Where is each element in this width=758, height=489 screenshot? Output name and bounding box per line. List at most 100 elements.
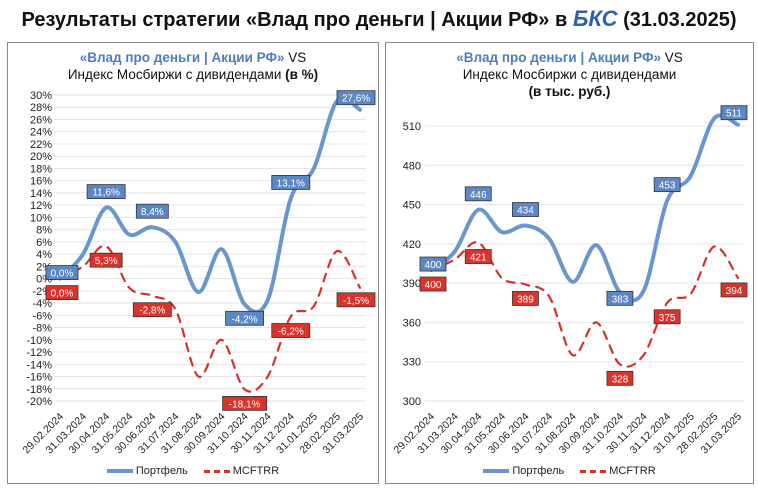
index-data-label-box: [653, 309, 681, 325]
y-tick-label: -10%: [26, 335, 52, 347]
value-chart-svg: 51048045042039036033030029.02.202431.03.…: [391, 105, 748, 456]
chart-legend: Портфель MCFTRR: [8, 465, 378, 477]
y-tick-label: 14%: [30, 188, 52, 200]
index-data-label-box: [464, 249, 492, 264]
chart-title-strategy: «Влад про деньги | Акции РФ»: [79, 50, 285, 65]
index-data-label-box: [271, 323, 311, 338]
y-tick-label: 4%: [36, 249, 52, 261]
portfolio-data-label-box: [135, 203, 169, 219]
page-title: Результаты стратегии «Влад про деньги | …: [0, 6, 758, 32]
y-tick-label: 8%: [36, 225, 52, 237]
portfolio-data-label-box: [419, 256, 447, 272]
title-date: (31.03.2025): [617, 9, 737, 31]
y-tick-label: -8%: [32, 323, 52, 335]
y-tick-label: 330: [403, 357, 421, 369]
chart-title: «Влад про деньги | Акции РФ» VS Индекс М…: [386, 49, 753, 100]
legend-portfolio: Портфель: [512, 465, 565, 477]
chart-title: «Влад про деньги | Акции РФ» VS Индекс М…: [8, 49, 378, 83]
index-data-label: 394: [726, 286, 743, 297]
portfolio-data-label-box: [86, 184, 126, 200]
y-tick-label: 12%: [30, 200, 52, 212]
y-tick-label: 510: [403, 121, 421, 133]
y-tick-label: -12%: [26, 347, 52, 359]
chart-legend: Портфель MCFTRR: [386, 465, 753, 477]
chart-title-vs: VS: [661, 50, 683, 65]
chart-title-index: Индекс Мосбиржи с дивидендами: [67, 67, 286, 82]
y-tick-label: 360: [403, 317, 421, 329]
index-data-label: -18,1%: [229, 399, 261, 410]
portfolio-data-label-box: [271, 175, 311, 190]
portfolio-data-label: 446: [470, 190, 487, 201]
portfolio-data-label: 11,6%: [92, 188, 120, 199]
chart-title-unit: (в тыс. руб.): [528, 84, 611, 99]
percent-chart-panel: «Влад про деньги | Акции РФ» VS Индекс М…: [7, 42, 379, 484]
y-tick-label: 24%: [30, 127, 52, 139]
y-tick-label: -6%: [32, 310, 52, 322]
y-tick-label: 10%: [30, 212, 52, 224]
index-data-label: 375: [659, 313, 676, 324]
y-tick-label: 420: [403, 239, 421, 251]
portfolio-data-label: 400: [425, 260, 442, 271]
index-data-label-box: [606, 370, 634, 386]
index-data-label: 389: [517, 294, 534, 305]
portfolio-data-label: 27,6%: [342, 94, 370, 105]
y-tick-label: 16%: [30, 176, 52, 188]
legend-portfolio-swatch: [106, 469, 133, 473]
portfolio-data-label-box: [720, 105, 748, 121]
index-data-label-box: [132, 302, 172, 318]
portfolio-data-label-box: [464, 186, 492, 202]
portfolio-data-label: 511: [726, 109, 742, 120]
index-data-label: 421: [470, 253, 487, 264]
y-tick-label: -16%: [26, 372, 52, 384]
portfolio-data-label-box: [653, 177, 681, 193]
index-data-label: 0,0%: [51, 289, 74, 300]
bks-logo: БКС: [572, 6, 618, 31]
portfolio-data-label: 0,0%: [51, 269, 74, 280]
value-chart-panel: «Влад про деньги | Акции РФ» VS Индекс М…: [385, 42, 754, 484]
index-data-label: -6,2%: [278, 327, 304, 338]
portfolio-data-label: 8,4%: [141, 207, 164, 218]
portfolio-data-label-box: [45, 265, 79, 281]
y-tick-label: -4%: [32, 298, 52, 310]
portfolio-data-label: 383: [612, 294, 629, 305]
chart-title-strategy: «Влад про деньги | Акции РФ»: [456, 50, 662, 65]
index-data-label-box: [419, 276, 447, 292]
index-data-label-box: [89, 252, 123, 268]
legend-index: MCFTRR: [232, 465, 280, 477]
chart-title-vs: VS: [284, 50, 307, 65]
y-tick-label: 20%: [30, 151, 52, 163]
index-data-label: -1,5%: [343, 296, 369, 307]
y-tick-label: 450: [403, 200, 421, 212]
y-tick-label: 30%: [30, 90, 52, 102]
y-tick-label: -18%: [26, 384, 52, 396]
index-line: [429, 241, 740, 368]
index-data-label: -2,8%: [139, 306, 165, 317]
title-text: Результаты стратегии «Влад про деньги | …: [21, 9, 573, 31]
percent-chart-svg: 30%28%26%24%22%20%18%16%14%12%10%8%6%4% 2…: [20, 90, 376, 456]
y-tick-label: 18%: [30, 163, 52, 175]
y-tick-label: 390: [403, 278, 421, 290]
portfolio-data-label: 13,1%: [277, 178, 305, 189]
portfolio-data-label: -4,2%: [232, 314, 258, 325]
portfolio-data-label-box: [606, 290, 634, 306]
y-tick-label: 26%: [30, 114, 52, 126]
portfolio-data-label: 434: [517, 206, 534, 217]
index-data-label-box: [45, 285, 79, 301]
portfolio-line: [58, 96, 362, 314]
legend-portfolio: Портфель: [135, 465, 188, 477]
index-data-label: 400: [425, 280, 442, 291]
index-data-label: 328: [612, 374, 629, 385]
index-data-label-box: [222, 395, 268, 411]
index-data-label-box: [720, 282, 748, 298]
chart-title-index: Индекс Мосбиржи с дивидендами: [462, 67, 677, 82]
index-data-label: 5,3%: [95, 256, 118, 267]
y-tick-label: 480: [403, 160, 421, 172]
legend-index-swatch: [580, 469, 607, 473]
index-data-label-box: [336, 292, 376, 308]
portfolio-data-label: 453: [659, 181, 676, 192]
y-tick-label: 22%: [30, 139, 52, 151]
legend-index: MCFTRR: [609, 465, 656, 477]
y-tick-label: 28%: [30, 102, 52, 114]
portfolio-data-label-box: [225, 310, 265, 326]
y-tick-label: -20%: [26, 396, 52, 408]
